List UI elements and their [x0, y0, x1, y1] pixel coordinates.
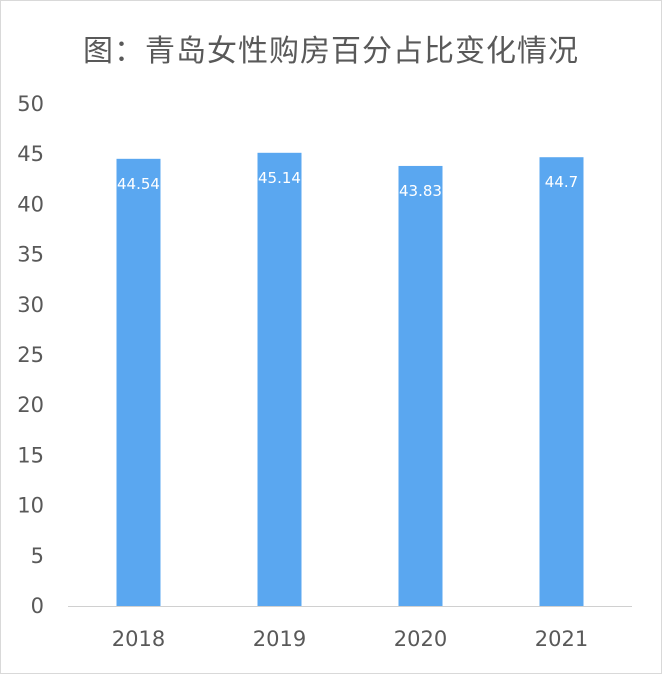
- x-tick-label-2021: 2021: [535, 627, 588, 651]
- x-axis-ticks: 2018 2019 2020 2021: [112, 627, 588, 651]
- x-tick-label-2020: 2020: [394, 627, 447, 651]
- bar-2018: [116, 158, 161, 606]
- y-tick-label: 20: [17, 393, 44, 417]
- y-axis-ticks: 0 5 10 15 20 25 30 35 40 45 50: [17, 92, 44, 618]
- y-tick-label: 30: [17, 293, 44, 317]
- chart-title: 图：青岛女性购房百分占比变化情况: [83, 34, 579, 69]
- data-label-2021: 44.7: [545, 173, 578, 191]
- x-tick-label-2019: 2019: [253, 627, 306, 651]
- bar-2019: [257, 152, 302, 606]
- data-label-2020: 43.83: [399, 182, 442, 200]
- data-label-2018: 44.54: [117, 175, 160, 193]
- y-tick-label: 45: [17, 142, 44, 166]
- data-label-2019: 45.14: [258, 169, 301, 187]
- bar-2020: [398, 165, 443, 607]
- y-tick-label: 15: [17, 443, 44, 467]
- bars: [116, 152, 584, 607]
- x-tick-label-2018: 2018: [112, 627, 165, 651]
- data-labels: 44.54 45.14 43.83 44.7: [117, 169, 578, 200]
- y-tick-label: 40: [17, 192, 44, 216]
- y-tick-label: 5: [31, 544, 44, 568]
- y-tick-label: 0: [31, 594, 44, 618]
- y-tick-label: 10: [17, 494, 44, 518]
- y-tick-label: 25: [17, 343, 44, 367]
- bar-2021: [539, 157, 584, 606]
- y-tick-label: 50: [17, 92, 44, 116]
- y-tick-label: 35: [17, 243, 44, 267]
